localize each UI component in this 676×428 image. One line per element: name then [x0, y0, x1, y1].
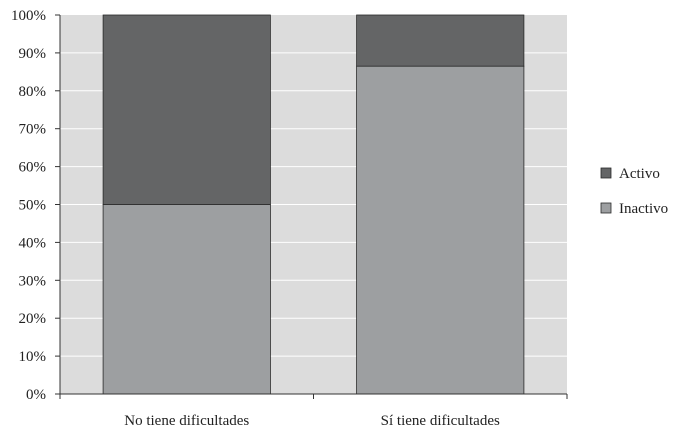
bar-inactivo — [356, 65, 525, 395]
y-tick-label: 70% — [19, 122, 47, 138]
y-tick-label: 60% — [19, 160, 47, 176]
x-axis-ticks: No tiene dificultades Sí tiene dificultad… — [59, 394, 568, 428]
legend: Activo Inactivo — [600, 166, 668, 217]
bar-inactivo — [102, 204, 271, 395]
x-category-label: Sí tiene dificultades — [381, 413, 500, 428]
y-tick-label: 40% — [19, 235, 47, 251]
y-tick-label: 20% — [19, 311, 47, 327]
legend-swatch-activo — [600, 167, 612, 179]
y-tick-label: 10% — [19, 349, 47, 365]
legend-label-inactivo: Inactivo — [619, 201, 668, 217]
y-tick-label: 0% — [26, 387, 46, 403]
y-tick-label: 100% — [11, 8, 46, 24]
y-tick-label: 90% — [19, 46, 47, 62]
y-tick-label: 30% — [19, 273, 47, 289]
legend-label-activo: Activo — [619, 166, 660, 182]
bars — [102, 14, 525, 395]
legend-swatch-inactivo — [600, 202, 612, 214]
bar-activo — [356, 14, 525, 67]
y-tick-label: 80% — [19, 84, 47, 100]
x-category-label: No tiene dificultades — [124, 413, 249, 428]
y-tick-label: 50% — [19, 198, 47, 214]
bar-activo — [102, 14, 271, 205]
y-axis-ticks: 0% 10% 20% 30% 40% 50% 60% 70% 80% 90% 100% — [11, 8, 60, 403]
